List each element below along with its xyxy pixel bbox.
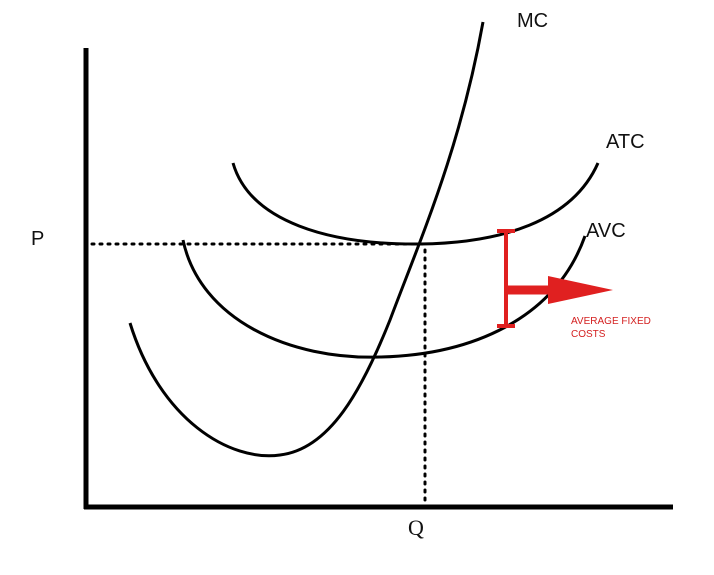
atc-curve <box>231 162 600 246</box>
avc-label: AVC <box>586 220 626 242</box>
afc-label-line: AVERAGE FIXED <box>571 316 651 327</box>
avc-curve <box>181 235 587 359</box>
mc-curve <box>128 21 485 458</box>
q-label: Q <box>408 515 424 540</box>
afc-arrow <box>548 276 613 304</box>
p-label: P <box>31 228 44 250</box>
atc-label: ATC <box>606 131 645 153</box>
mc-label: MC <box>517 10 548 32</box>
afc-label-line: COSTS <box>571 329 606 340</box>
